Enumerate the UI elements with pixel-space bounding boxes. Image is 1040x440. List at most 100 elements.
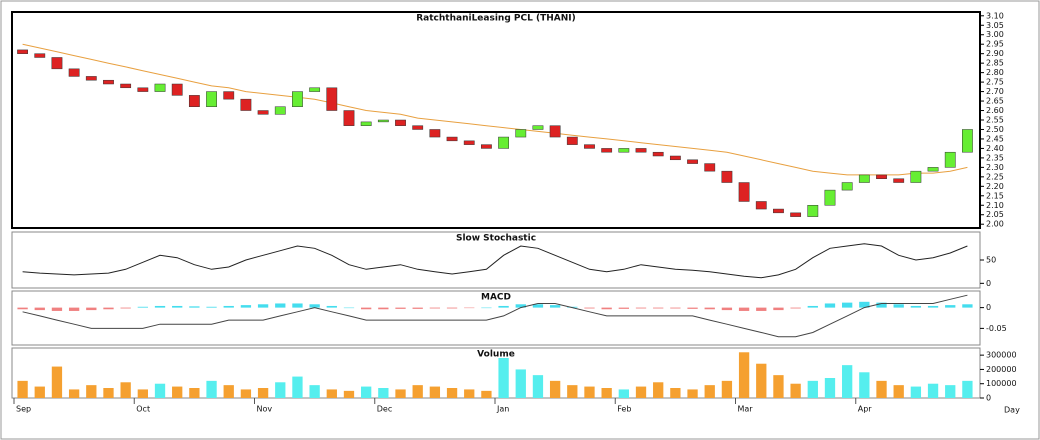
macd-hist — [189, 306, 200, 308]
volume-bar — [68, 389, 80, 398]
macd-hist — [927, 305, 939, 308]
macd-hist — [584, 307, 595, 309]
volume-bar — [910, 386, 922, 398]
volume-bar — [756, 363, 767, 398]
x-tick-label: Mar — [738, 405, 754, 414]
candle — [635, 148, 647, 153]
candle — [34, 53, 46, 58]
volume-bar — [172, 386, 183, 398]
volume-bar — [51, 366, 63, 398]
volume-bar — [618, 389, 629, 398]
candle — [463, 140, 475, 145]
y-tick-label: 2.85 — [986, 59, 1004, 68]
macd-hist — [395, 307, 406, 309]
candle — [910, 170, 922, 183]
y-tick-label: 2.25 — [986, 172, 1004, 181]
volume-bar — [893, 385, 904, 398]
volume-bar — [154, 383, 166, 398]
volume-bar — [395, 389, 406, 398]
candle — [755, 201, 767, 210]
macd-hist — [223, 305, 234, 308]
y-tick-label: 2.70 — [986, 87, 1004, 96]
volume-bar — [292, 376, 303, 398]
volume-bar — [498, 358, 509, 398]
candle — [188, 95, 200, 107]
volume-bar — [309, 385, 320, 398]
macd-hist — [309, 304, 320, 308]
candle — [274, 106, 286, 115]
volume-bar — [412, 385, 423, 398]
volume-bar — [275, 382, 286, 398]
candle — [669, 155, 681, 161]
candle — [601, 148, 613, 153]
volume-bar — [464, 389, 475, 398]
y-tick-label: 3.00 — [986, 30, 1004, 39]
volume-bar — [361, 386, 372, 398]
y-tick-label: 2.15 — [986, 191, 1004, 200]
macd-hist — [515, 304, 526, 308]
y-tick-label: 2.45 — [986, 134, 1004, 143]
y-tick-label: 200000 — [986, 365, 1017, 374]
macd-hist — [721, 307, 733, 311]
volume-bar — [86, 385, 97, 398]
macd-hist — [51, 307, 63, 311]
candle — [68, 68, 80, 77]
candle — [103, 79, 114, 85]
panel-title: Slow Stochastic — [456, 234, 536, 244]
stochastic-line — [22, 243, 968, 279]
volume-bar — [584, 386, 595, 398]
volume-bar — [738, 352, 750, 398]
macd-hist — [361, 307, 372, 310]
macd-hist — [824, 303, 836, 308]
y-tick-label: 2.05 — [986, 210, 1004, 219]
y-tick-label: 2.75 — [986, 78, 1004, 87]
candle — [824, 189, 836, 206]
candle — [893, 178, 905, 183]
candle — [17, 49, 28, 54]
y-tick-label: 2.20 — [986, 182, 1004, 191]
macd-hist — [137, 306, 148, 308]
volume-bar — [824, 378, 836, 398]
y-tick-label: 300000 — [986, 351, 1017, 360]
candle — [927, 167, 939, 172]
y-tick-label: 2.10 — [986, 201, 1004, 210]
macd-hist — [120, 307, 131, 309]
candle — [171, 83, 183, 96]
candle — [738, 182, 750, 202]
volume-bar — [206, 380, 217, 398]
candle — [85, 76, 97, 81]
y-tick-label: 2.95 — [986, 40, 1004, 49]
candle — [206, 91, 217, 107]
y-tick-label: 0 — [986, 303, 991, 312]
macd-hist — [68, 307, 80, 311]
macd-hist — [618, 307, 629, 309]
macd-hist — [876, 302, 887, 308]
macd-hist — [34, 307, 45, 311]
y-tick-label: 2.50 — [986, 125, 1004, 134]
macd-hist — [275, 303, 286, 308]
macd-hist — [292, 303, 303, 308]
y-tick-label: 2.80 — [986, 68, 1004, 77]
macd-hist — [859, 301, 870, 308]
candle — [498, 136, 509, 149]
x-tick-label: Sep — [16, 405, 31, 414]
candle — [876, 174, 887, 179]
macd-hist — [653, 307, 664, 309]
volume-bar — [549, 380, 561, 398]
candle — [309, 87, 321, 92]
candle — [532, 125, 544, 130]
volume-bar — [223, 385, 234, 398]
y-tick-label: 100000 — [986, 379, 1017, 388]
y-tick-label: 2.90 — [986, 49, 1004, 58]
macd-hist — [86, 307, 97, 311]
macd-hist — [412, 307, 423, 309]
y-tick-label: 3.10 — [986, 11, 1004, 20]
candle — [343, 110, 355, 126]
candle — [721, 170, 733, 183]
candle — [944, 151, 956, 168]
macd-hist — [670, 307, 681, 309]
volume-bar — [927, 383, 939, 398]
volume-bar — [343, 390, 355, 398]
macd-hist — [635, 307, 647, 309]
volume-bar — [120, 382, 131, 398]
